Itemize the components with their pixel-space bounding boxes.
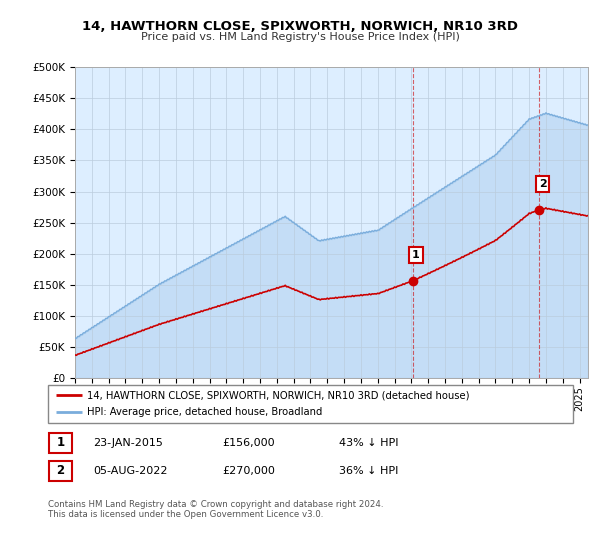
- Text: 14, HAWTHORN CLOSE, SPIXWORTH, NORWICH, NR10 3RD: 14, HAWTHORN CLOSE, SPIXWORTH, NORWICH, …: [82, 20, 518, 32]
- Text: 14, HAWTHORN CLOSE, SPIXWORTH, NORWICH, NR10 3RD (detached house): 14, HAWTHORN CLOSE, SPIXWORTH, NORWICH, …: [88, 390, 470, 400]
- Text: 43% ↓ HPI: 43% ↓ HPI: [339, 438, 398, 448]
- Text: £270,000: £270,000: [222, 466, 275, 476]
- Text: 1: 1: [412, 250, 420, 260]
- Text: Price paid vs. HM Land Registry's House Price Index (HPI): Price paid vs. HM Land Registry's House …: [140, 32, 460, 42]
- Text: Contains HM Land Registry data © Crown copyright and database right 2024.
This d: Contains HM Land Registry data © Crown c…: [48, 500, 383, 519]
- Text: 23-JAN-2015: 23-JAN-2015: [93, 438, 163, 448]
- Text: 36% ↓ HPI: 36% ↓ HPI: [339, 466, 398, 476]
- Text: 1: 1: [56, 436, 65, 450]
- Text: HPI: Average price, detached house, Broadland: HPI: Average price, detached house, Broa…: [88, 407, 323, 417]
- Text: 2: 2: [539, 179, 547, 189]
- Text: £156,000: £156,000: [222, 438, 275, 448]
- Text: 05-AUG-2022: 05-AUG-2022: [93, 466, 167, 476]
- Text: 2: 2: [56, 464, 65, 478]
